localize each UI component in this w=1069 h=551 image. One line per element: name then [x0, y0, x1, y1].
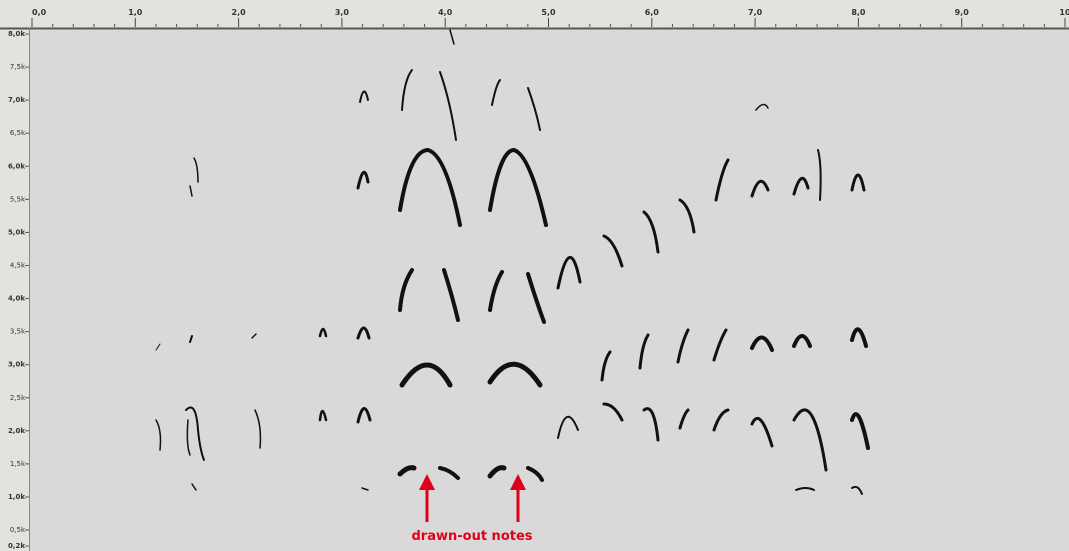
sound-trace [251, 333, 257, 339]
sound-trace [600, 350, 612, 382]
sound-trace [318, 327, 328, 338]
sound-trace [602, 402, 624, 422]
sound-trace [642, 210, 660, 254]
sound-trace [397, 465, 417, 477]
sound-trace [189, 335, 193, 343]
sound-trace [185, 406, 205, 461]
sound-trace [851, 485, 863, 495]
sound-trace [193, 157, 199, 183]
arrow-head [510, 474, 526, 490]
y-tick-label: 2,5k [10, 394, 26, 402]
x-tick-label: 1,0 [128, 8, 143, 17]
annotation-text: drawn-out notes [411, 529, 532, 544]
sound-trace [398, 147, 462, 227]
sound-trace [189, 185, 193, 197]
sound-trace [750, 179, 770, 198]
sound-trace [191, 483, 197, 491]
sound-trace [556, 256, 582, 290]
y-tick-label: 8,0k [8, 30, 25, 38]
sound-trace [155, 419, 162, 451]
x-tick-label: 5,0 [541, 8, 556, 17]
x-tick-label: 0,0 [32, 8, 47, 17]
sound-trace [487, 361, 543, 388]
sound-trace [439, 71, 457, 141]
sound-trace [356, 326, 371, 340]
y-tick-label: 5,5k [10, 195, 26, 203]
sound-trace [795, 487, 815, 491]
sound-trace [526, 466, 544, 482]
sound-trace [401, 69, 413, 111]
sound-trace [399, 362, 453, 388]
y-tick-label: 1,0k [8, 493, 25, 501]
sound-trace [527, 87, 541, 131]
sound-trace [155, 343, 161, 351]
x-tick-label: 3,0 [335, 8, 350, 17]
x-tick-label: 10 [1059, 8, 1069, 17]
x-tick-label: 2,0 [232, 8, 247, 17]
sound-trace [254, 409, 262, 449]
sound-trace [817, 149, 822, 201]
sound-trace [678, 198, 696, 234]
sound-trace [792, 408, 828, 472]
y-tick-label: 0,2k [8, 542, 25, 550]
y-tick-label: 3,5k [10, 328, 26, 336]
y-tick-label: 4,5k [10, 261, 26, 269]
sound-trace [676, 328, 690, 364]
sound-trace [850, 412, 870, 450]
sound-trace [642, 407, 660, 442]
sound-trace [792, 334, 812, 348]
sound-trace [359, 90, 369, 103]
sound-trace [712, 328, 728, 362]
sound-trace [356, 407, 372, 424]
sound-trace [488, 147, 548, 227]
sound-trace [487, 465, 507, 479]
time-ruler: 0,0 1,0 2,0 3,0 4,0 5,0 6,0 7,0 8,0 9,0 10 [31, 8, 1069, 27]
sound-trace [792, 177, 810, 196]
y-tick-label: 6,0k [8, 162, 25, 170]
y-tick-label: 7,0k [8, 96, 25, 104]
sound-trace [602, 234, 624, 268]
x-tick-label: 8,0 [851, 8, 866, 17]
sound-trace [755, 103, 769, 111]
annotation: drawn-out notes [411, 474, 533, 544]
sound-trace [850, 173, 866, 192]
y-tick-label: 3,0k [8, 361, 25, 369]
sound-trace [438, 466, 460, 480]
y-tick-label: 2,0k [8, 427, 25, 435]
sound-trace [398, 268, 414, 312]
sound-trace [557, 416, 579, 439]
sound-trace [750, 335, 774, 352]
y-tick-label: 6,5k [10, 129, 26, 137]
spectrogram-marks [155, 29, 870, 495]
y-tick-label: 0,5k [10, 526, 26, 534]
spectrogram-area [30, 30, 1069, 551]
y-tick-label: 4,0k [8, 295, 25, 303]
sound-trace [678, 408, 690, 430]
y-tick-label: 1,5k [10, 460, 26, 468]
x-tick-label: 6,0 [645, 8, 660, 17]
sound-trace [526, 272, 546, 324]
sound-trace [638, 333, 650, 370]
sound-trace [449, 29, 455, 45]
sound-trace [488, 270, 504, 312]
sound-trace [750, 417, 774, 448]
sound-trace [712, 408, 730, 432]
sound-trace [491, 79, 501, 106]
sound-trace [850, 327, 868, 348]
sound-trace [714, 158, 730, 202]
arrow-head [419, 474, 435, 490]
sound-trace [361, 487, 369, 491]
y-tick-label: 7,5k [10, 63, 26, 71]
frequency-ruler: 8,0k 7,5k 7,0k 6,5k 6,0k 5,5k 5,0k 4,5k 4,0k 3,5k… [8, 30, 29, 550]
x-tick-label: 7,0 [748, 8, 763, 17]
x-tick-label: 9,0 [955, 8, 970, 17]
sound-trace [356, 171, 370, 190]
sound-trace [318, 409, 328, 422]
y-tick-label: 5,0k [8, 228, 25, 236]
sound-trace [186, 419, 191, 456]
sound-trace [442, 268, 460, 322]
x-tick-label: 4,0 [438, 8, 453, 17]
